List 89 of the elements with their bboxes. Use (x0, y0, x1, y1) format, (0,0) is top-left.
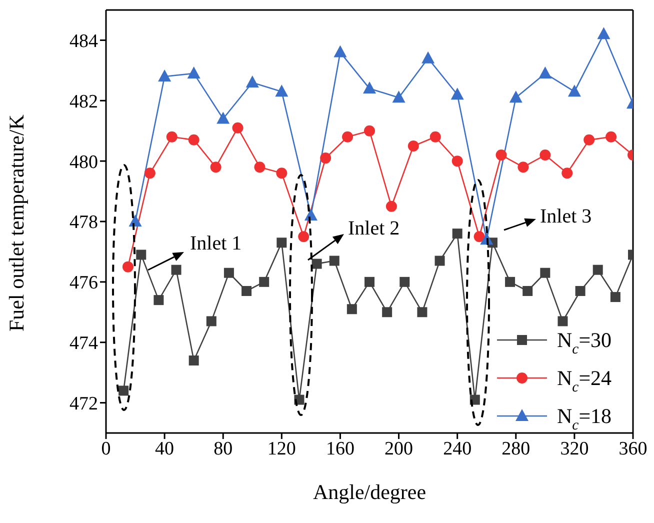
x-tick-label: 160 (326, 438, 354, 460)
point (518, 162, 529, 173)
point (216, 112, 230, 124)
point (496, 150, 507, 161)
legend-label: N$_{c}$=18 (557, 404, 612, 434)
point (364, 276, 374, 287)
y-tick-label: 476 (70, 272, 98, 294)
point (509, 90, 522, 103)
point (452, 228, 462, 239)
x-tick-label: 0 (101, 438, 111, 460)
y-tick-label: 480 (70, 152, 98, 173)
y-tick-label: 474 (70, 333, 98, 354)
point (210, 162, 222, 173)
x-tick-label: 360 (618, 438, 648, 460)
point (452, 156, 463, 167)
point (259, 276, 270, 287)
point (392, 90, 406, 103)
legend-label: N$_{c}$=30 (557, 328, 612, 358)
point (276, 168, 288, 179)
y-axis-title: Fuel outlet temperature/K (4, 114, 28, 332)
point (166, 131, 178, 142)
x-tick-label: 120 (267, 438, 296, 460)
point (122, 261, 134, 272)
point (592, 264, 603, 275)
x-tick-label: 320 (560, 438, 589, 460)
point (417, 307, 428, 318)
point (276, 238, 287, 248)
point (522, 286, 533, 296)
point (562, 168, 573, 179)
point (158, 69, 172, 82)
annotation: Inlet 1 (190, 232, 242, 255)
point (144, 168, 156, 179)
x-tick-label: 40 (155, 438, 174, 460)
point (232, 122, 244, 134)
point (128, 214, 142, 226)
point (298, 231, 310, 242)
point (538, 66, 552, 78)
point (606, 131, 617, 142)
point (386, 200, 397, 212)
point (329, 256, 340, 266)
point (254, 162, 266, 173)
point (363, 82, 376, 94)
point (188, 134, 200, 146)
point (610, 292, 620, 302)
point (540, 268, 550, 278)
y-tick-label: 484 (70, 30, 98, 52)
annotation: Inlet 3 (540, 206, 592, 228)
point (206, 316, 216, 326)
point (568, 84, 581, 97)
point (400, 276, 410, 287)
x-tick-label: 240 (443, 438, 472, 460)
point (408, 140, 419, 152)
point (154, 295, 164, 306)
x-tick-label: 280 (502, 438, 530, 460)
point (575, 286, 586, 296)
point (540, 150, 551, 161)
point (558, 316, 568, 326)
point (118, 386, 129, 396)
point (584, 134, 595, 146)
point (382, 307, 392, 318)
point (275, 84, 288, 97)
point (334, 45, 347, 58)
point (187, 66, 200, 78)
point (430, 131, 441, 142)
point (422, 51, 435, 64)
point (224, 268, 234, 278)
point (242, 286, 252, 296)
point (434, 256, 445, 266)
annotation: Inlet 2 (348, 218, 400, 240)
point (312, 258, 322, 269)
x-tick-label: 80 (214, 438, 233, 460)
y-tick-label: 482 (70, 91, 98, 112)
x-tick-label: 200 (384, 438, 414, 460)
point (346, 304, 357, 314)
point (450, 88, 464, 100)
point (188, 355, 199, 366)
point (505, 276, 516, 287)
point (597, 27, 610, 40)
point (474, 231, 485, 242)
point (136, 250, 146, 260)
point (364, 125, 375, 136)
legend-label: N$_{c}$=24 (557, 366, 612, 396)
point (246, 76, 259, 88)
y-tick-label: 472 (70, 394, 98, 415)
point (171, 264, 182, 275)
point (320, 152, 332, 164)
y-tick-label: 478 (70, 212, 98, 234)
point (342, 131, 354, 142)
x-axis-title: Angle/degree (312, 480, 426, 504)
